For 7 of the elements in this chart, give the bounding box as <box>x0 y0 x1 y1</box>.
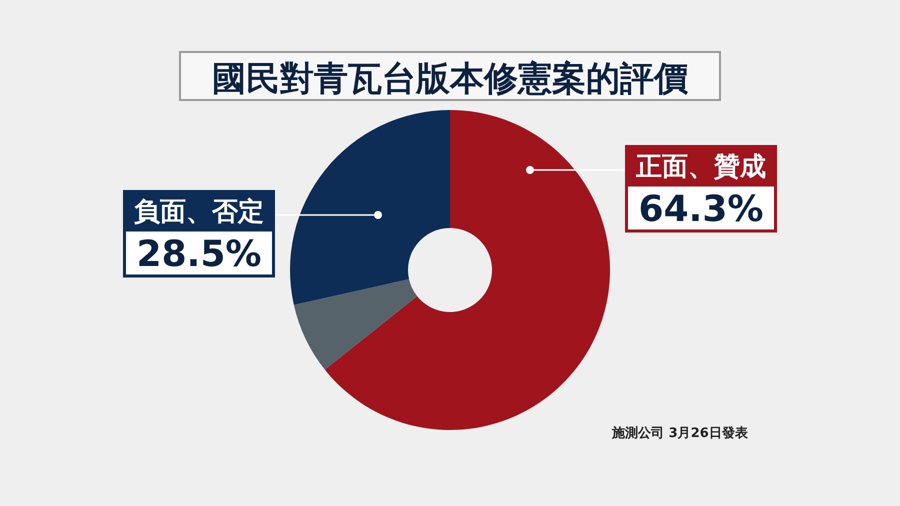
title: 國民對青瓦台版本修憲案的評價 <box>179 51 721 101</box>
data-label: 64.3% <box>638 189 764 230</box>
data-label: 28.5% <box>136 234 262 275</box>
chart-title: 國民對青瓦台版本修憲案的評價 <box>212 59 688 99</box>
slice-label: 負面、否定 <box>134 197 264 227</box>
slice-label: 正面、贊成 <box>635 152 766 182</box>
text: 施測公司 3月26日發表 <box>611 425 749 441</box>
